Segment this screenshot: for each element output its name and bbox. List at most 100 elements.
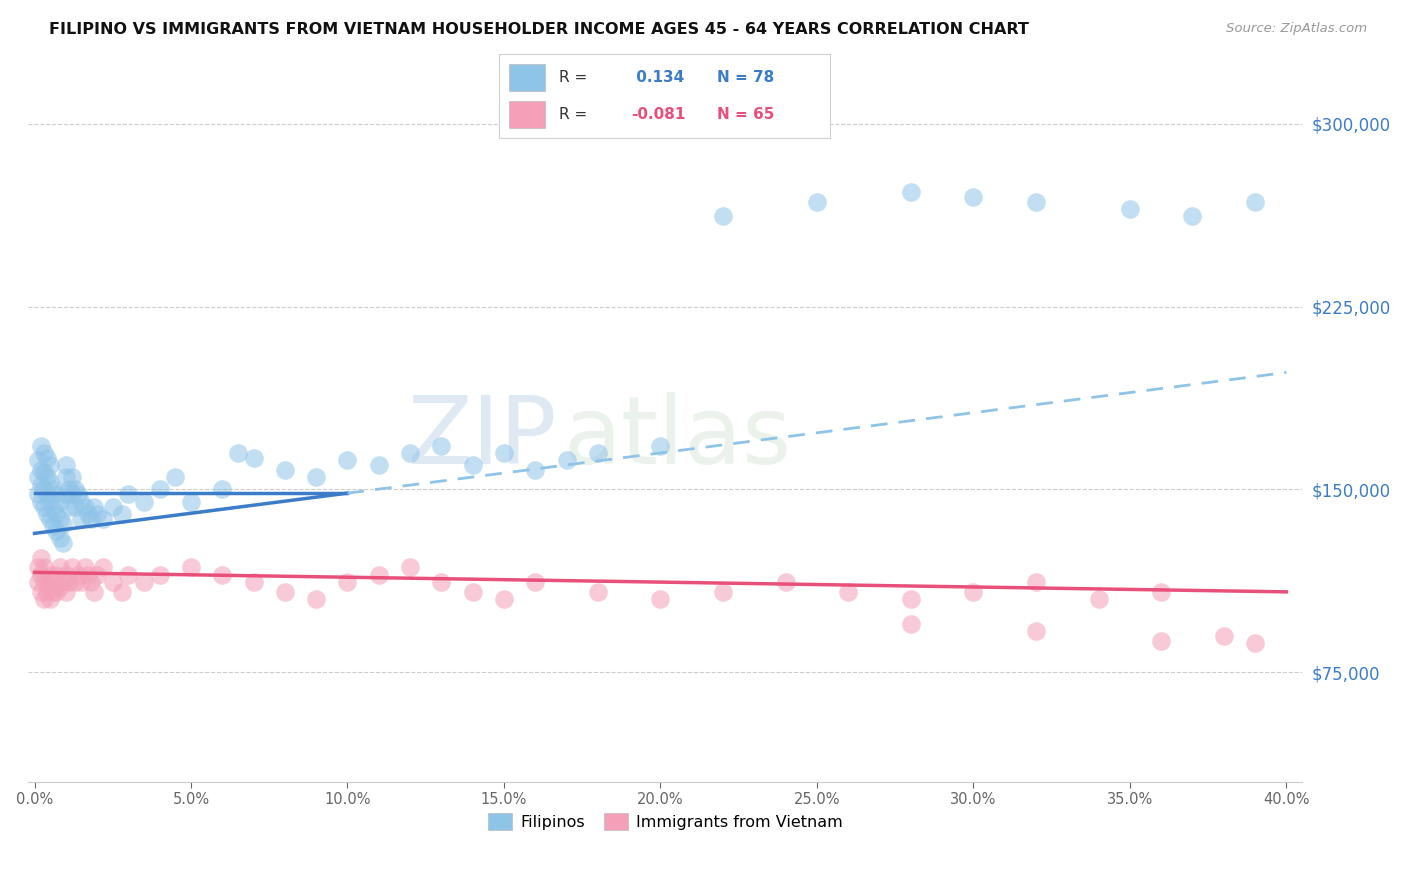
Point [39,567,62,582]
Point [58,500,80,514]
Point [586,585,609,599]
Point [962,585,984,599]
Point [76,507,98,521]
Point [73,560,96,574]
Point [1181,210,1204,224]
Point [30,550,52,565]
Text: N = 78: N = 78 [717,70,775,85]
Point [586,446,609,460]
Point [1150,585,1173,599]
Point [1244,194,1267,209]
Point [524,575,547,590]
Point [39,458,62,472]
Point [1087,592,1109,607]
Text: -0.081: -0.081 [631,107,686,122]
Point [45,487,67,501]
Point [711,210,734,224]
Point [900,592,922,607]
Point [555,453,578,467]
Point [39,494,62,508]
Point [149,483,172,497]
Point [35,450,58,465]
Point [52,516,75,531]
Point [180,494,202,508]
Text: atlas: atlas [564,392,792,484]
Point [27,575,49,590]
Point [45,507,67,521]
Point [70,494,93,508]
Point [93,512,115,526]
Point [367,567,389,582]
Point [430,439,453,453]
Text: R =: R = [558,70,586,85]
Point [336,453,359,467]
Point [132,494,155,508]
Point [73,500,96,514]
Point [80,512,103,526]
FancyBboxPatch shape [509,101,546,128]
Point [67,487,90,501]
Point [1212,629,1234,643]
Point [180,560,202,574]
Point [39,475,62,490]
Point [60,470,83,484]
Point [242,575,264,590]
Point [60,560,83,574]
Point [132,575,155,590]
Point [86,567,108,582]
Point [60,487,83,501]
Text: 0.134: 0.134 [631,70,685,85]
Point [336,575,359,590]
Point [63,500,86,514]
Point [775,575,797,590]
Point [1119,202,1142,216]
Point [39,580,62,594]
Point [711,585,734,599]
Point [900,616,922,631]
Point [492,592,515,607]
Point [806,194,828,209]
Point [27,487,49,501]
Point [67,567,90,582]
Point [39,512,62,526]
Legend: Filipinos, Immigrants from Vietnam: Filipinos, Immigrants from Vietnam [481,807,849,836]
Point [55,487,77,501]
Point [211,483,233,497]
Point [70,575,93,590]
Point [111,585,134,599]
Point [367,458,389,472]
Point [117,487,139,501]
Point [1244,636,1267,650]
Point [45,524,67,538]
Point [399,446,422,460]
Text: N = 65: N = 65 [717,107,775,122]
Point [86,507,108,521]
Point [52,575,75,590]
Point [524,463,547,477]
Point [900,185,922,199]
Point [48,512,70,526]
Point [42,483,65,497]
Point [30,477,52,491]
Point [39,592,62,607]
Point [111,507,134,521]
Point [42,502,65,516]
Point [430,575,453,590]
Point [35,487,58,501]
Point [242,450,264,465]
Point [461,458,484,472]
Point [149,567,172,582]
Point [32,466,55,480]
Point [27,560,49,574]
Point [305,592,328,607]
Point [80,575,103,590]
Point [45,567,67,582]
Point [1025,624,1047,638]
Point [42,585,65,599]
Point [211,567,233,582]
Text: ZIP: ZIP [408,392,557,484]
Point [32,575,55,590]
Point [117,567,139,582]
Point [274,463,297,477]
Point [35,507,58,521]
